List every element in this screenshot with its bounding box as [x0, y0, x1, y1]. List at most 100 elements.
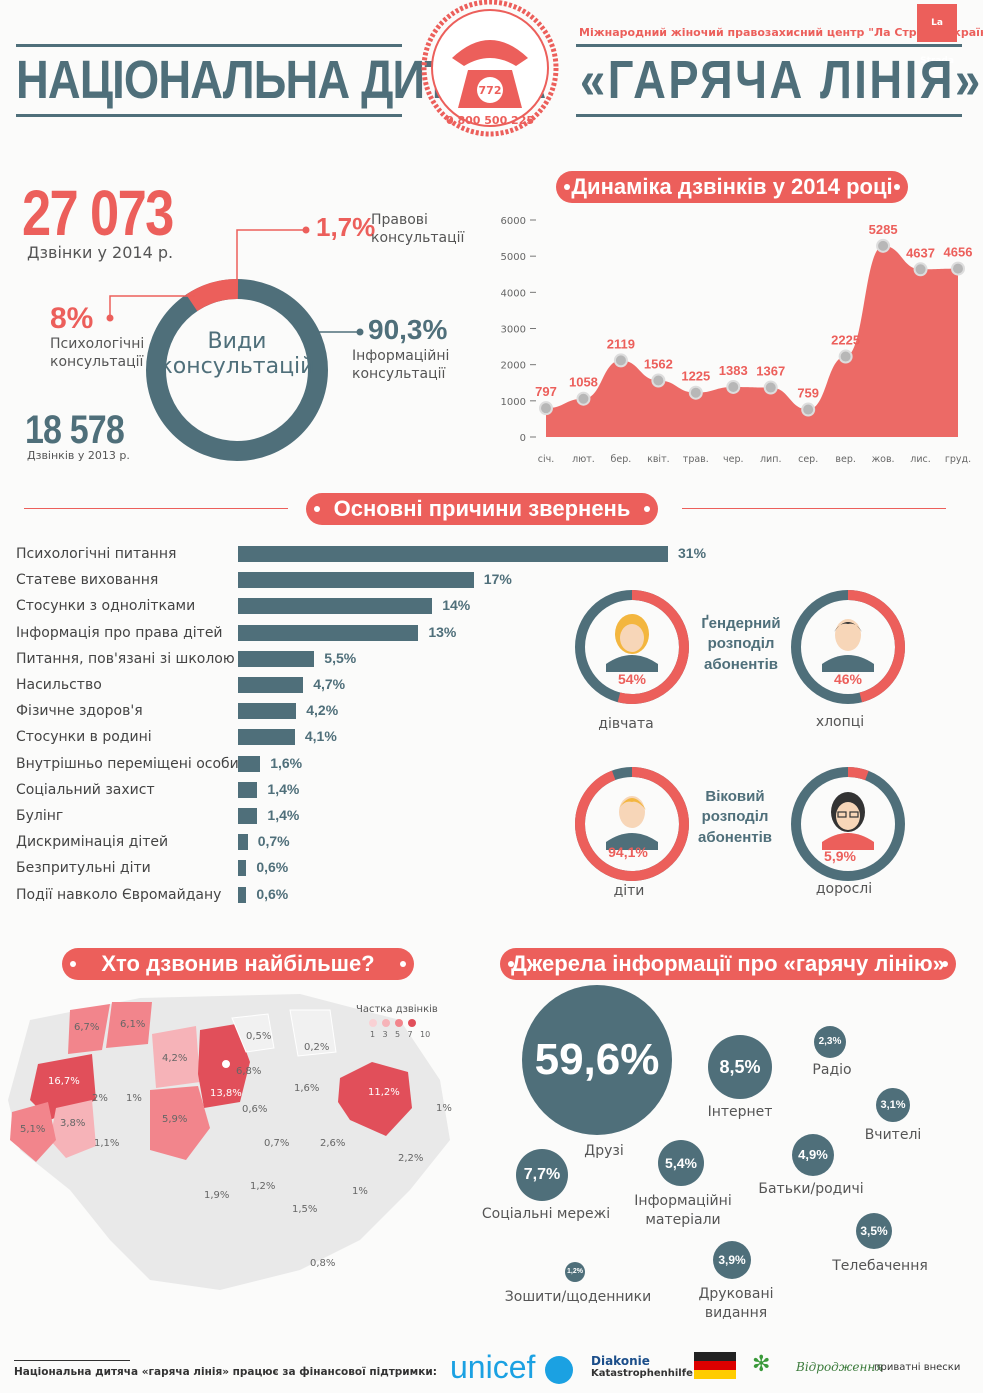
region-ternopil — [50, 1100, 96, 1158]
region-value: 5,9% — [162, 1114, 188, 1125]
y-tick-label: 4000 — [501, 288, 526, 299]
region-vinnytsia — [150, 1086, 210, 1160]
data-label: 4656 — [944, 245, 973, 260]
region-value: 11,2% — [368, 1087, 400, 1098]
footer-rule — [14, 1360, 130, 1361]
source-label: Телебачення — [832, 1258, 928, 1274]
x-tick-label: лют. — [572, 454, 595, 465]
region-value: 1% — [126, 1093, 142, 1104]
region-value: 0,5% — [246, 1031, 272, 1042]
reason-value: 5,5% — [324, 649, 357, 666]
region-value: 0,8% — [310, 1258, 336, 1269]
reasons-rule-left — [24, 508, 288, 509]
calls-2013-label: Дзвінків у 2013 р. — [27, 449, 130, 462]
reason-bar — [238, 703, 297, 720]
x-tick-label: трав. — [683, 454, 709, 465]
region-zakarpattia — [10, 1102, 56, 1162]
header-rule-top-right — [576, 44, 962, 47]
region-kharkiv — [338, 1062, 412, 1136]
data-point — [688, 385, 703, 400]
calls-2014-number: 27 073 — [22, 177, 174, 249]
data-point — [726, 379, 741, 394]
header-rule-bottom-right — [576, 114, 962, 117]
data-label: 5285 — [869, 222, 898, 237]
reasons-title: Основні причини звернень — [306, 493, 658, 525]
source-bubble: 59,6% — [522, 985, 672, 1135]
phone-number: 0 800 500 225 — [445, 114, 535, 127]
x-tick-label: вер. — [835, 454, 856, 465]
eco-logo-icon: ✻ — [752, 1352, 771, 1377]
region-value: 0,2% — [304, 1042, 330, 1053]
reason-label: Статеве виховання — [16, 572, 159, 589]
reason-label: Стосунки з однолітками — [16, 598, 196, 615]
source-bubble: 7,7% — [516, 1149, 568, 1201]
donut-psych-segment — [146, 279, 328, 461]
info-label: Інформаційні консультації — [352, 348, 450, 382]
region-value: 1% — [436, 1103, 452, 1114]
consultations-donut — [106, 226, 364, 461]
reason-label: Фізичне здоров'я — [16, 703, 143, 720]
reason-label: Внутрішньо переміщені особи — [16, 755, 239, 772]
donut-title: Види консультацій — [159, 329, 315, 380]
x-tick-label: лис. — [910, 454, 931, 465]
data-point — [838, 349, 853, 364]
y-tick-label: 3000 — [501, 325, 526, 336]
psych-label: Психологічні консультації — [50, 336, 145, 370]
reason-bar — [238, 886, 247, 903]
adults-label: дорослі — [815, 881, 873, 897]
regions-title: Хто дзвонив найбільше? — [62, 948, 414, 980]
source-bubble: 5,4% — [658, 1140, 704, 1186]
source-label: Вчителі — [864, 1127, 922, 1143]
ukraine-map — [8, 994, 450, 1290]
reason-value: 17% — [483, 571, 512, 588]
region-value: 3,8% — [60, 1118, 86, 1129]
kyiv-city-marker — [220, 1058, 232, 1070]
reason-bar — [238, 755, 261, 772]
data-point — [876, 238, 891, 253]
region-value: 1,6% — [294, 1083, 320, 1094]
sources-title: Джерела інформації про «гарячу лінію» — [500, 948, 956, 980]
y-tick-label: 6000 — [501, 216, 526, 227]
reason-value: 0,6% — [256, 859, 289, 876]
data-point — [576, 391, 591, 406]
page-title-right: «ГАРЯЧА ЛІНІЯ» — [580, 50, 983, 110]
unicef-emblem-icon — [545, 1356, 573, 1384]
legend-tick: 1 — [370, 1030, 376, 1039]
phone-emblem — [421, 0, 559, 137]
map-legend-swatches — [369, 1019, 416, 1027]
region-zhytomyr — [152, 1026, 200, 1088]
legend-tick: 5 — [395, 1030, 401, 1039]
children-pct: 94,1% — [608, 844, 648, 860]
x-tick-label: січ. — [538, 454, 555, 465]
reason-label: Дискримінація дітей — [16, 834, 169, 851]
source-bubble: 3,9% — [713, 1241, 751, 1279]
x-tick-label: лип. — [760, 454, 781, 465]
la-strada-logo: La Strada — [917, 4, 957, 66]
data-point — [951, 261, 965, 276]
data-label: 797 — [535, 384, 557, 399]
reason-value: 1,4% — [267, 807, 300, 823]
reason-bar — [238, 808, 258, 824]
dynamics-chart: 6000 5000 4000 3000 2000 1000 0 797 січ. 1058 лют.… — [501, 216, 973, 465]
region-value: 2,6% — [320, 1138, 346, 1149]
reason-bar — [238, 834, 248, 851]
source-label: Соціальні мережі — [481, 1206, 611, 1222]
region-value: 1,1% — [94, 1138, 120, 1149]
y-tick-label: 2000 — [501, 361, 526, 372]
unicef-logo: unicef — [450, 1349, 536, 1385]
region-value: 2% — [92, 1093, 108, 1104]
diakonie-logo: Diakonie Katastrophenhilfe — [591, 1354, 693, 1380]
data-label: 1058 — [569, 375, 598, 390]
reason-label: Інформація про права дітей — [16, 624, 223, 641]
reason-label: Безпритульні діти — [16, 860, 151, 877]
region-value: 6,7% — [74, 1022, 100, 1033]
source-bubble: 1,2% — [565, 1262, 585, 1282]
org-name: Міжнародний жіночий правозахисний центр … — [579, 26, 983, 39]
source-bubble: 2,3% — [814, 1026, 846, 1058]
reason-label: Питання, пов'язані зі школою — [16, 650, 235, 667]
x-tick-label: чер. — [723, 454, 744, 465]
reason-value: 4,7% — [313, 676, 346, 692]
calls-area — [546, 245, 958, 437]
data-point — [763, 380, 778, 395]
region-value: 1,2% — [250, 1181, 276, 1192]
